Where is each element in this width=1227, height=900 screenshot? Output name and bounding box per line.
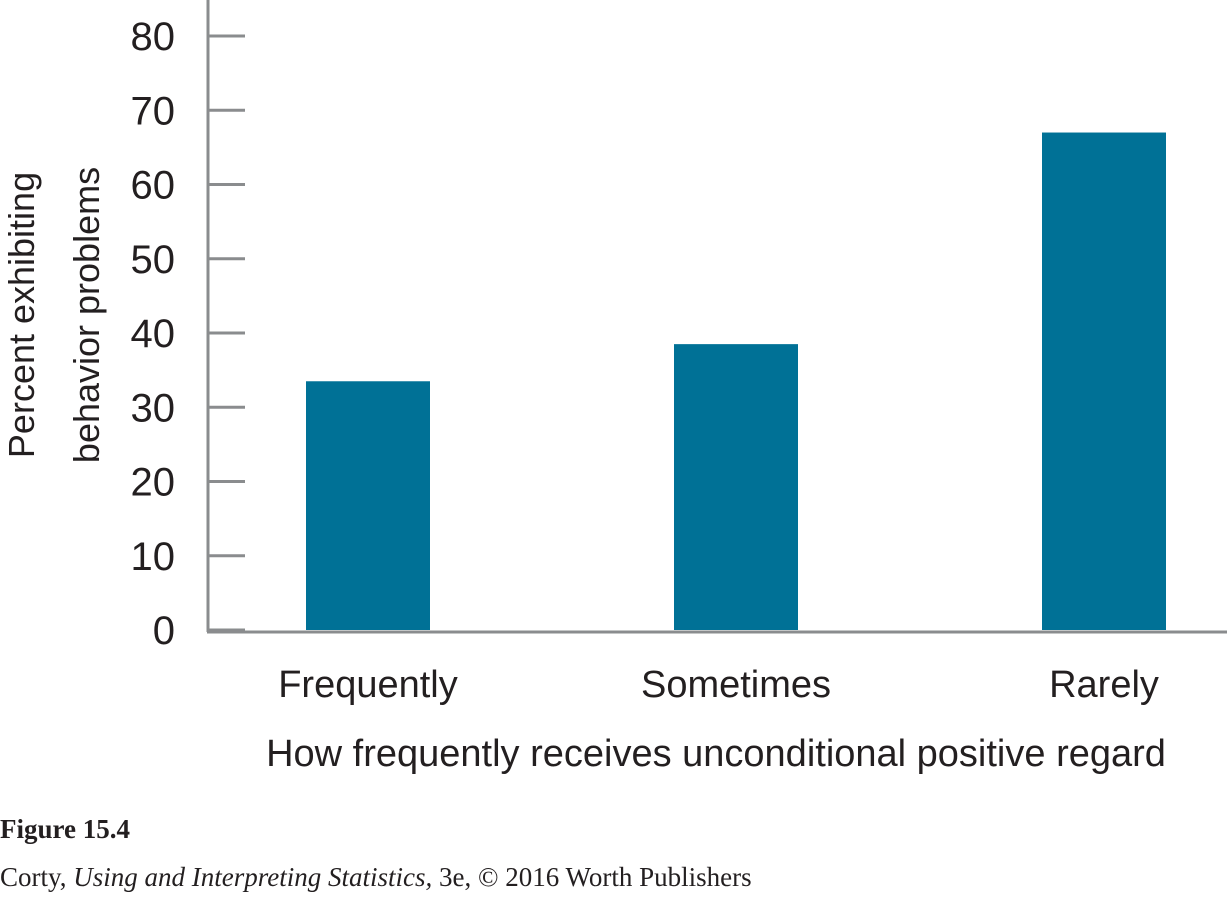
y-tick-label: 30 <box>131 386 176 430</box>
y-tick-label: 20 <box>131 461 176 505</box>
y-tick-label: 0 <box>153 609 175 653</box>
credit-book-title: Using and Interpreting Statistics, <box>73 862 433 892</box>
y-axis: 0 10 20 30 40 50 60 70 80 <box>131 0 245 653</box>
figure-credit: Corty, Using and Interpreting Statistics… <box>0 862 752 893</box>
bar <box>306 381 430 630</box>
bars <box>306 132 1166 630</box>
x-tick-label: Sometimes <box>641 664 831 706</box>
y-tick-label: 10 <box>131 535 176 579</box>
x-axis: Frequently Sometimes Rarely <box>207 630 1227 706</box>
y-tick-label: 40 <box>131 312 176 356</box>
x-tick-label: Frequently <box>278 664 458 706</box>
figure-label: Figure 15.4 <box>0 814 130 844</box>
y-axis-label-line-1: Percent exhibiting <box>1 172 42 458</box>
bar <box>1042 132 1166 630</box>
y-axis-label-line-2: behavior problems <box>66 167 107 463</box>
y-axis-label: Percent exhibiting behavior problems <box>1 167 107 463</box>
y-tick-label: 80 <box>131 15 176 59</box>
y-tick-label: 70 <box>131 89 176 133</box>
bar-chart: Percent exhibiting behavior problems 0 10… <box>1 0 1227 775</box>
credit-edition-publisher: 3e, © 2016 Worth Publishers <box>432 862 752 892</box>
y-tick-label: 60 <box>131 164 176 208</box>
bar <box>674 344 798 630</box>
x-axis-label: How frequently receives unconditional po… <box>266 733 1166 775</box>
y-tick-label: 50 <box>131 238 176 282</box>
x-tick-label: Rarely <box>1049 664 1159 706</box>
credit-author: Corty, <box>0 862 74 892</box>
